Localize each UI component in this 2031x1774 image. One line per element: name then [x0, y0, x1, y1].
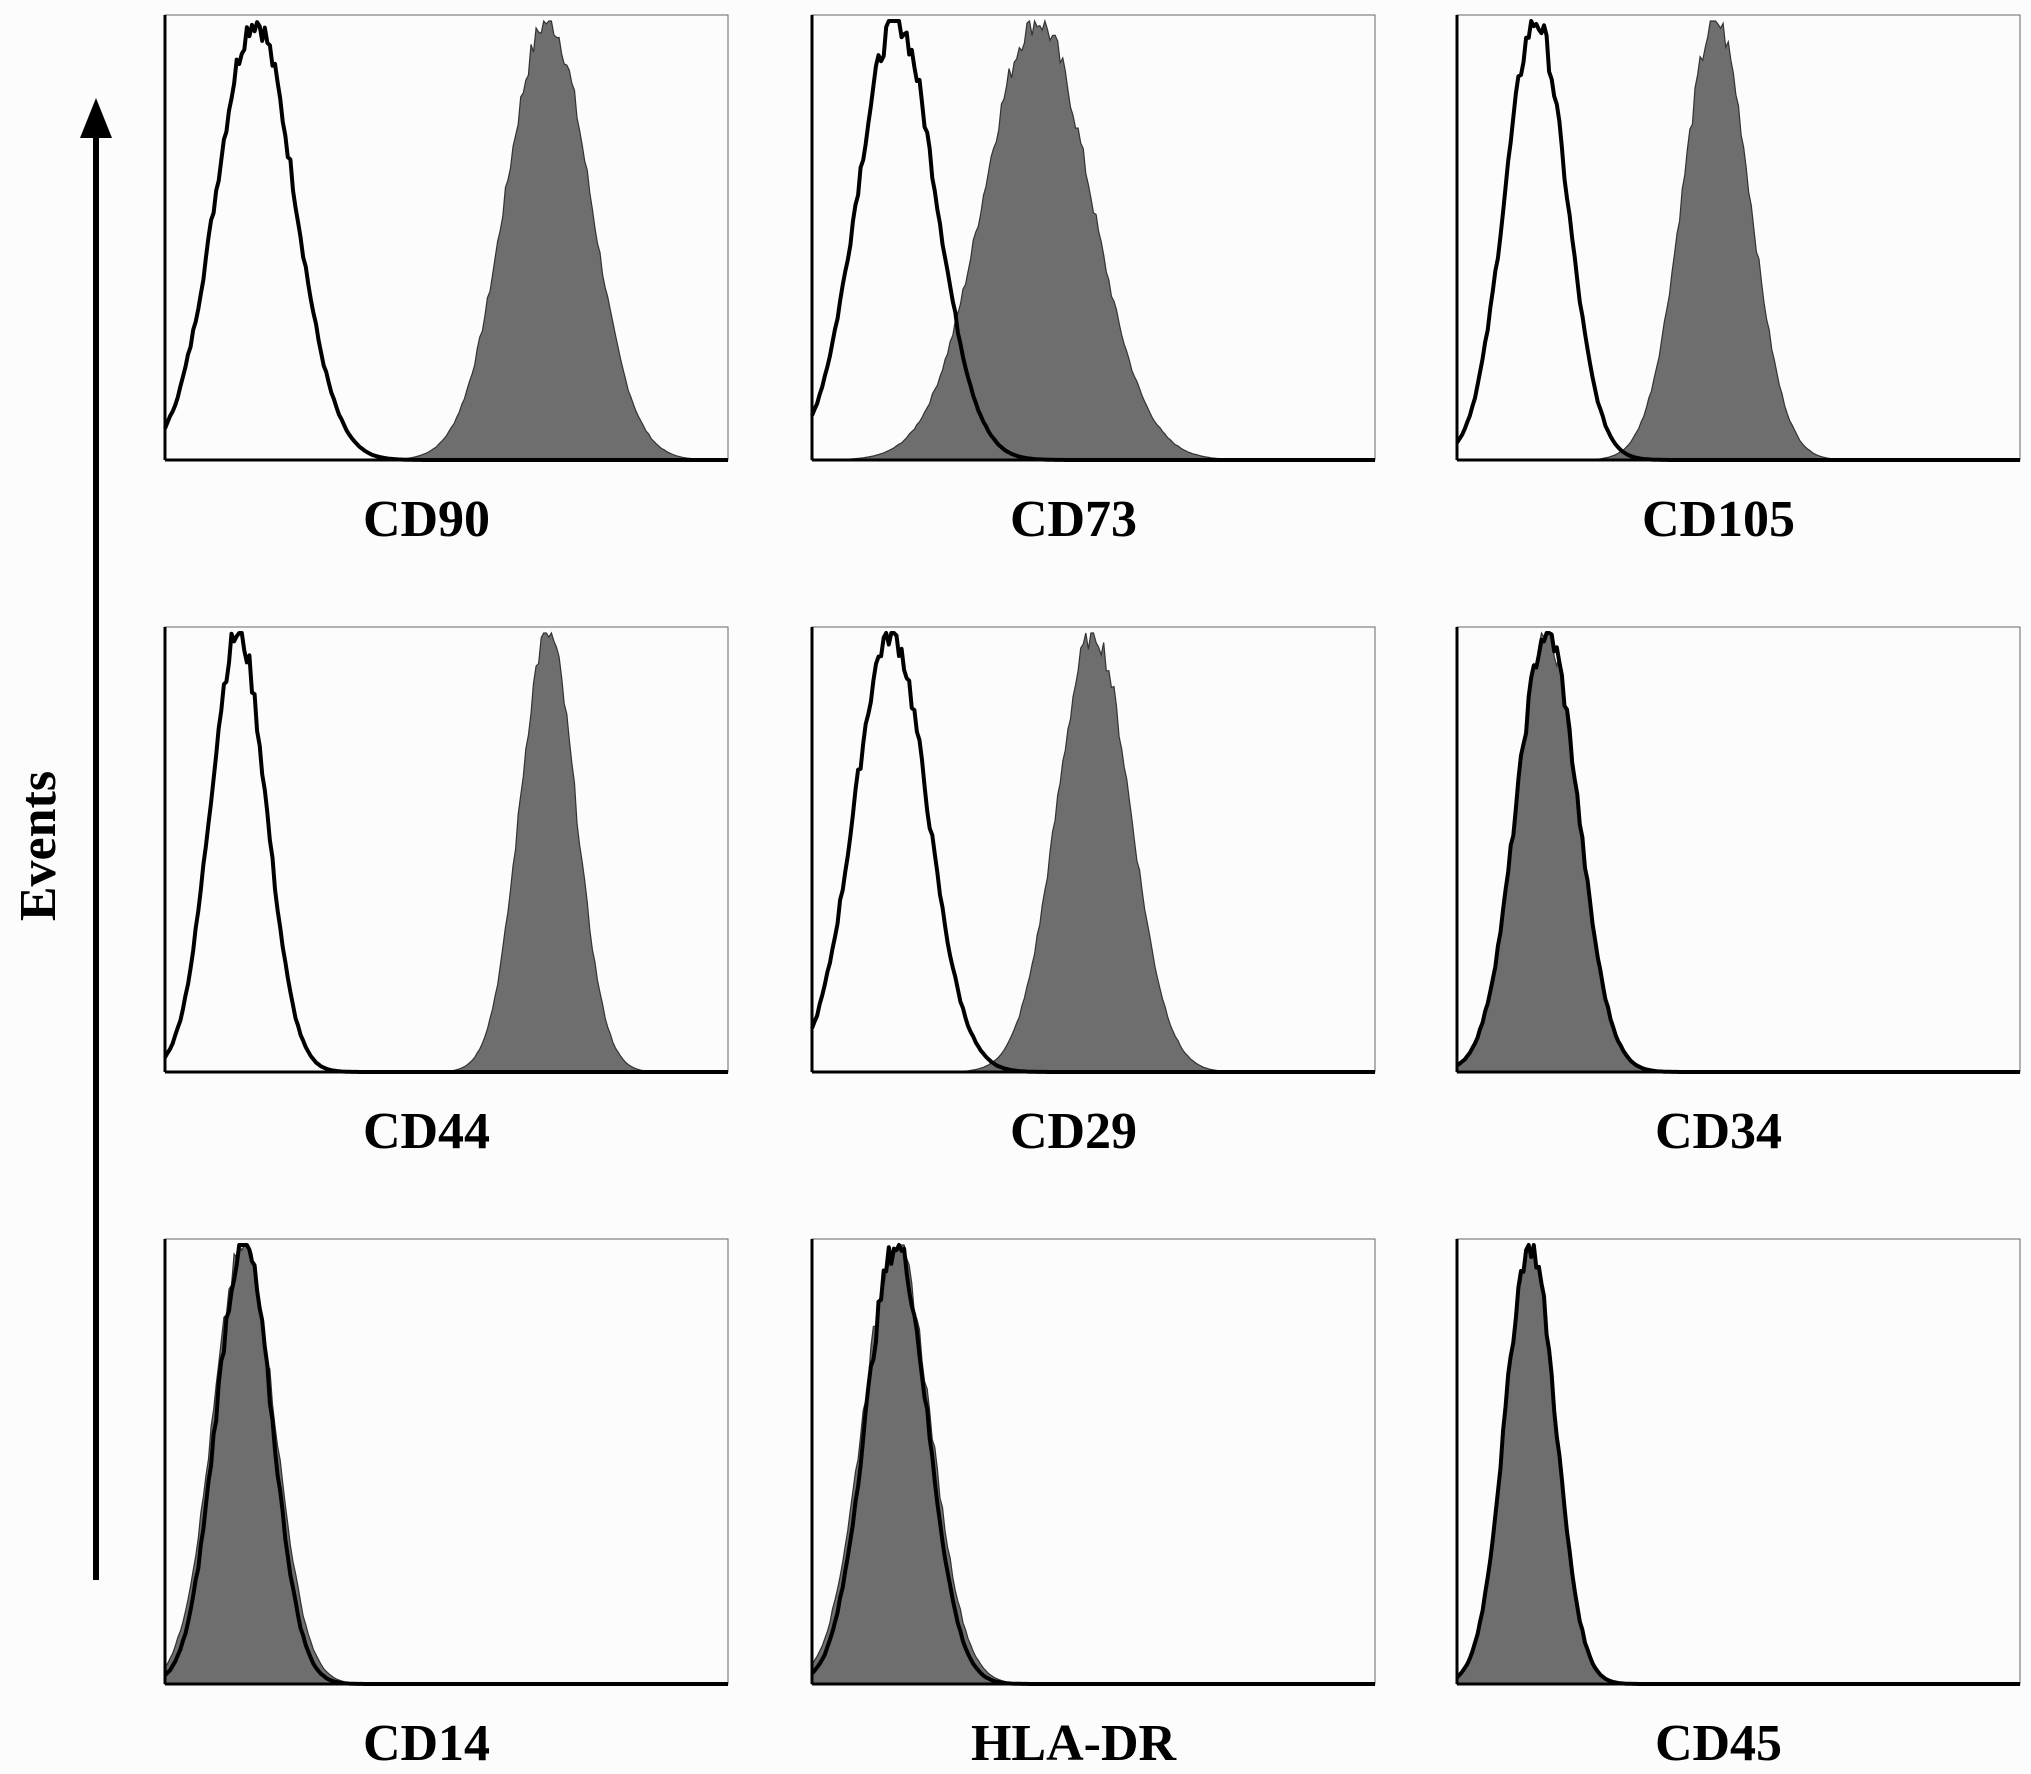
marker-label: HLA-DR	[971, 1715, 1178, 1772]
marker-label: CD44	[363, 1103, 490, 1160]
histogram-cd90: CD90	[163, 14, 729, 548]
y-axis-arrowhead	[80, 98, 112, 138]
marker-label: CD29	[1010, 1103, 1137, 1160]
histogram-cd34: CD34	[1455, 626, 2021, 1160]
y-axis-label: Events	[10, 771, 67, 921]
histogram-cd45: CD45	[1455, 1238, 2021, 1772]
histogram-cd105: CD105	[1455, 14, 2021, 548]
marker-label: CD105	[1642, 491, 1795, 548]
plot-frame	[164, 626, 729, 1073]
histogram-cd14: CD14	[163, 1238, 729, 1772]
marker-label: CD45	[1655, 1715, 1782, 1772]
histogram-grid: CD90 CD73 CD105 CD44 CD29 CD34 CD14 HLA-DR CD45	[163, 14, 2021, 1772]
marker-label: CD34	[1655, 1103, 1782, 1160]
marker-label: CD90	[363, 491, 490, 548]
histogram-cd29: CD29	[810, 626, 1376, 1160]
histogram-cd73: CD73	[810, 14, 1376, 548]
marker-label: CD14	[363, 1715, 490, 1772]
histogram-cd44: CD44	[163, 626, 729, 1160]
histogram-hla-dr: HLA-DR	[810, 1238, 1376, 1772]
marker-label: CD73	[1010, 491, 1137, 548]
plot-frame	[164, 14, 729, 461]
